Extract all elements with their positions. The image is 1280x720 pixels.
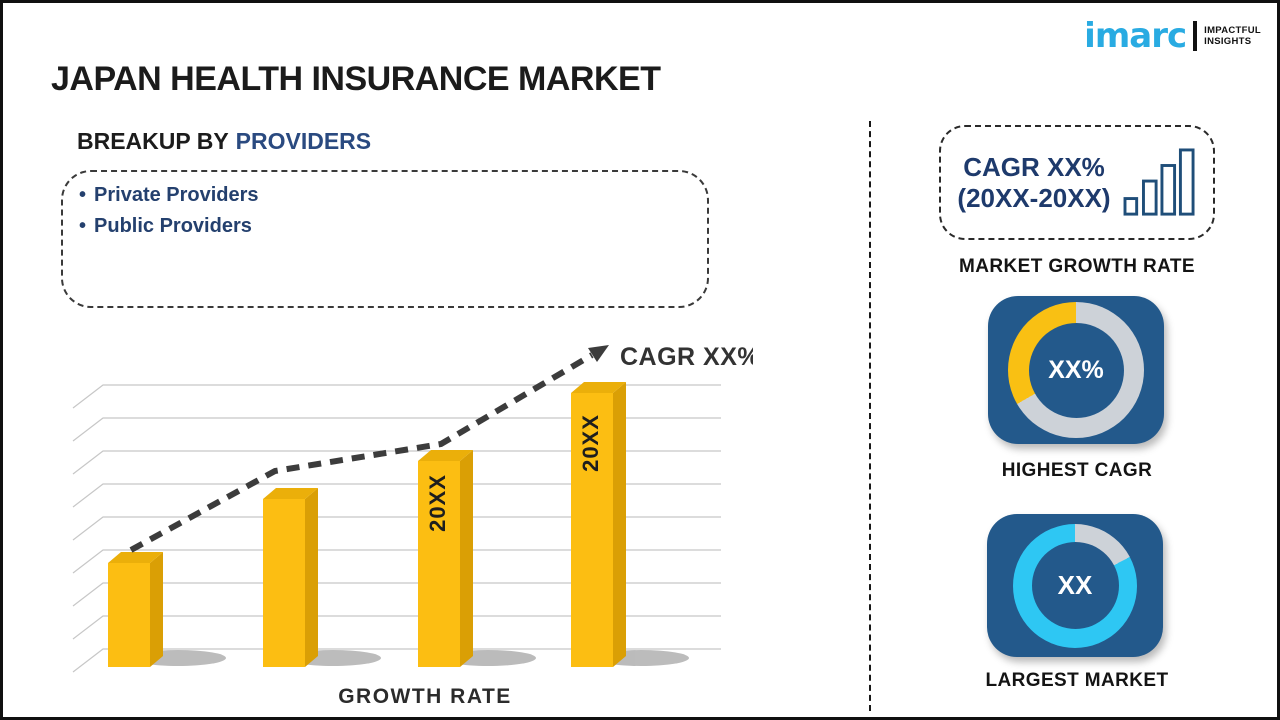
bullet-icon: • xyxy=(79,184,87,206)
logo-divider xyxy=(1193,21,1198,51)
bar-20xx-4: 20XX xyxy=(571,382,626,667)
growth-bars-icon xyxy=(1123,147,1195,216)
largest-market-value: XX xyxy=(1031,542,1119,629)
growth-bar-chart: 20XX 20XX CAGR XX% GROWTH RATE xyxy=(72,343,753,708)
highest-cagr-donut-chart: XX% xyxy=(1008,302,1144,438)
chart-gridlines xyxy=(72,384,721,673)
market-growth-rate-caption: MARKET GROWTH RATE xyxy=(959,256,1195,277)
bar-label: 20XX xyxy=(425,474,450,532)
vertical-divider xyxy=(869,121,871,711)
breakup-heading-highlight: PROVIDERS xyxy=(235,128,372,154)
highest-cagr-card: XX% xyxy=(988,296,1164,444)
largest-market-card: XX xyxy=(987,514,1163,657)
largest-market-donut-chart: XX xyxy=(1013,523,1137,648)
bar-20xx-1 xyxy=(108,552,163,667)
highest-cagr-value: XX% xyxy=(1028,322,1124,418)
bullet-icon: • xyxy=(79,215,87,237)
breakup-list-box: • Private Providers • Public Providers xyxy=(61,170,709,308)
bar-20xx-2 xyxy=(263,488,318,667)
page-title: JAPAN HEALTH INSURANCE MARKET xyxy=(51,60,661,98)
breakup-heading: BREAKUP BY PROVIDERS xyxy=(77,128,371,155)
list-item: • Public Providers xyxy=(79,215,252,237)
highest-cagr-caption: HIGHEST CAGR xyxy=(1001,460,1153,481)
trend-cagr-label: CAGR XX% xyxy=(620,343,753,371)
breakup-heading-prefix: BREAKUP BY xyxy=(77,128,229,154)
x-axis-label: GROWTH RATE xyxy=(338,685,512,708)
bar-label: 20XX xyxy=(578,414,603,472)
logo-tagline: IMPACTFUL INSIGHTS xyxy=(1204,25,1261,47)
trend-arrow xyxy=(129,345,609,553)
imarc-logo-wordmark: imarc xyxy=(1084,16,1187,56)
bar-20xx-3: 20XX xyxy=(418,450,473,667)
cagr-range-text: CAGR XX% (20XX-20XX) xyxy=(957,151,1111,213)
list-item: • Private Providers xyxy=(79,184,259,206)
market-growth-rate-box: CAGR XX% (20XX-20XX) xyxy=(939,125,1215,240)
imarc-logo: imarc IMPACTFUL INSIGHTS xyxy=(1084,19,1261,53)
largest-market-caption: LARGEST MARKET xyxy=(985,670,1169,691)
